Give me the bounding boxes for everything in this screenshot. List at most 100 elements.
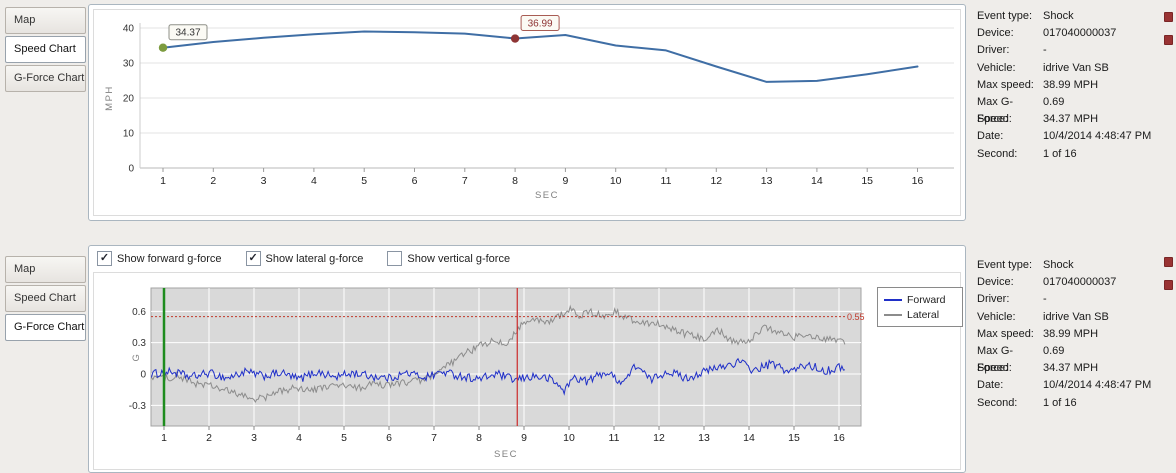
svg-text:13: 13: [761, 175, 773, 187]
legend-item-forward: Forward: [884, 292, 956, 307]
tab-label: Map: [14, 14, 36, 26]
svg-text:1: 1: [161, 432, 167, 444]
info-label: Device:: [977, 27, 1014, 40]
show-forward-gforce-checkbox[interactable]: ✓ Show forward g-force: [97, 251, 222, 266]
svg-text:2: 2: [206, 432, 212, 444]
svg-text:15: 15: [861, 175, 873, 187]
svg-text:15: 15: [788, 432, 800, 444]
gforce-chart[interactable]: -0.300.30.61 2 3 4 5 6 7 8 9 10 11 12 13 14 15 16GSEC0.…: [94, 273, 958, 467]
svg-text:11: 11: [661, 175, 672, 187]
svg-text:3: 3: [261, 175, 267, 187]
info-row: Second: 1 of 16: [977, 395, 1165, 412]
info-label: Max G-Force:: [977, 95, 1014, 126]
marker-point: [510, 34, 520, 43]
red-edge-icon: [1164, 280, 1173, 290]
info-label: Speed:: [977, 362, 1012, 375]
svg-text:12: 12: [653, 432, 665, 444]
info-value: Shock: [1043, 259, 1074, 271]
info-row: Date: 10/4/2014 4:48:47 PM: [977, 377, 1165, 394]
svg-text:9: 9: [562, 175, 568, 187]
red-edge-icon: [1164, 257, 1173, 267]
svg-text:40: 40: [123, 24, 135, 35]
info-label: Driver:: [977, 293, 1010, 306]
svg-text:3: 3: [251, 432, 257, 444]
info-label: Max speed:: [977, 327, 1034, 340]
tab-label: Speed Chart: [14, 292, 76, 304]
svg-text:20: 20: [123, 94, 135, 105]
show-lateral-gforce-checkbox[interactable]: ✓ Show lateral g-force: [245, 251, 363, 266]
info-value: 38.99 MPH: [1043, 78, 1099, 91]
svg-text:6: 6: [386, 432, 392, 444]
info-value: idrive Van SB: [1043, 310, 1109, 323]
svg-text:8: 8: [512, 175, 518, 187]
info-value: 0.69: [1043, 95, 1065, 108]
tab-label: G-Force Chart: [14, 321, 85, 333]
info-label: Date:: [977, 130, 1004, 143]
forward-line-sample: [884, 298, 902, 301]
info-value: 34.37 MPH: [1043, 113, 1099, 126]
svg-text:36.99: 36.99: [528, 19, 553, 30]
info-value: 017040000037: [1043, 27, 1117, 40]
svg-text:13: 13: [698, 432, 710, 444]
svg-text:0: 0: [128, 164, 134, 175]
speed-chart-frame: MPH 0 10 20 30 40 1 2 3 4 5 6 7 8 9 10 11 12 13 14 15 16 SEC 34…: [93, 9, 961, 216]
tab-label: G-Force Chart: [14, 72, 85, 84]
info-label: Speed:: [977, 113, 1012, 126]
checkbox-icon[interactable]: ✓: [245, 251, 261, 266]
svg-text:4: 4: [311, 175, 317, 187]
svg-text:14: 14: [743, 432, 755, 444]
marker-label-box: [520, 15, 560, 32]
info-row: Second: 1 of 16: [977, 146, 1165, 163]
svg-text:9: 9: [521, 432, 527, 444]
info-row: Vehicle: idrive Van SB: [977, 309, 1165, 326]
info-value: Shock: [1043, 10, 1074, 22]
gforce-chart-container: ✓ Show forward g-force ✓ Show lateral g-…: [88, 245, 966, 473]
info-value: 1 of 16: [1043, 147, 1077, 160]
info-row: Device: 017040000037: [977, 274, 1165, 291]
gforce-chart-panel: Map Speed Chart G-Force Chart ✓ Show for…: [0, 243, 1176, 473]
info-label: Second:: [977, 396, 1018, 409]
svg-text:1: 1: [160, 175, 166, 187]
lateral-gforce-line: [151, 304, 846, 403]
info-value: 017040000037: [1043, 276, 1117, 289]
legend-label: Forward: [907, 293, 946, 306]
svg-text:16: 16: [833, 432, 845, 444]
info-label: Date:: [977, 379, 1004, 392]
svg-text:12: 12: [710, 175, 722, 187]
show-vertical-gforce-checkbox[interactable]: ✓ Show vertical g-force: [387, 251, 510, 266]
info-label: Max G-Force:: [977, 344, 1014, 375]
gforce-chart-frame: -0.3 0 0.3 0.6 1 2 3 4 5 6 7 8 9 10 11 12 13 14 15 16 G SEC 0.…: [93, 272, 963, 470]
tab-map[interactable]: Map: [5, 256, 86, 283]
legend-item-lateral: Lateral: [884, 307, 956, 322]
info-value: -: [1043, 44, 1047, 57]
svg-text:10: 10: [610, 175, 622, 187]
legend-label: Lateral: [907, 308, 940, 321]
info-row: Max G-Force: 0.69: [977, 94, 1165, 126]
info-row: Driver: -: [977, 291, 1165, 308]
info-label: Vehicle:: [977, 61, 1016, 74]
checkbox-icon[interactable]: ✓: [387, 251, 403, 266]
event-info-panel: Event type: Shock Device: 017040000037 Drive…: [977, 257, 1165, 412]
info-label: Second:: [977, 147, 1018, 160]
svg-text:0: 0: [140, 370, 146, 381]
tab-speed-chart[interactable]: Speed Chart: [5, 285, 86, 312]
tab-speed-chart[interactable]: Speed Chart: [5, 36, 86, 63]
marker-label-box: [168, 24, 208, 41]
info-label: Vehicle:: [977, 310, 1016, 323]
info-row: Event type: Shock: [977, 8, 1165, 25]
info-label: Max speed:: [977, 78, 1034, 91]
checkbox-label: Show forward g-force: [117, 252, 222, 265]
info-row: Driver: -: [977, 42, 1165, 59]
tab-gforce-chart[interactable]: G-Force Chart: [5, 65, 86, 92]
tab-map[interactable]: Map: [5, 7, 86, 34]
marker-point: [158, 43, 168, 52]
view-tabs-top: Map Speed Chart G-Force Chart: [5, 7, 86, 94]
svg-text:30: 30: [123, 59, 135, 70]
info-label: Event type:: [977, 259, 1033, 271]
view-tabs-bottom: Map Speed Chart G-Force Chart: [5, 256, 86, 343]
svg-text:0.6: 0.6: [132, 307, 146, 318]
tab-gforce-chart[interactable]: G-Force Chart: [5, 314, 86, 341]
checkbox-icon[interactable]: ✓: [97, 251, 112, 266]
